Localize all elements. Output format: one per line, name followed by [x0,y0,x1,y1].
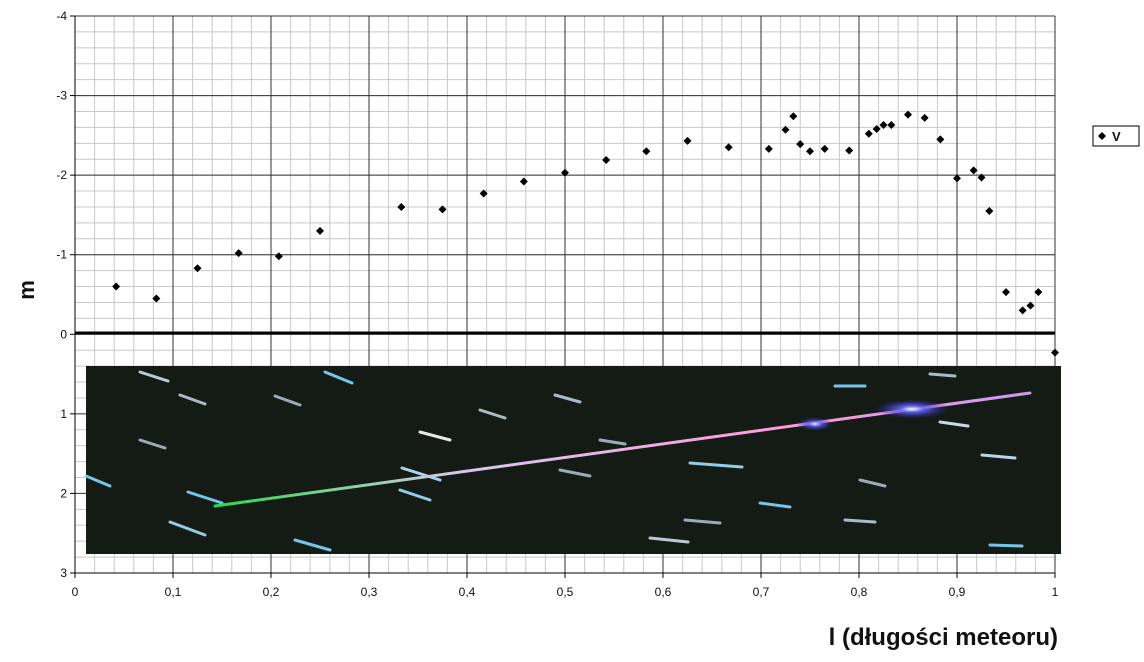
y-tick-label: -4 [56,9,67,23]
data-point [152,294,161,303]
data-point [887,121,896,130]
star-streak [323,370,354,385]
y-tick-label: 0 [60,327,67,341]
data-point [724,143,733,152]
data-point [316,226,324,235]
data-point [864,129,873,138]
data-point [561,168,569,177]
legend-marker [1098,132,1106,140]
star-streaks [84,370,1024,552]
data-point [397,202,406,211]
data-point [438,205,447,214]
meteor-photo [84,366,1061,554]
data-point [904,110,912,119]
data-point [936,135,945,144]
data-point [1051,348,1059,357]
x-tick-label: 0,3 [361,585,378,599]
star-streak [980,453,1017,460]
data-point [764,144,773,153]
data-point [1026,301,1035,310]
x-tick-label: 0,6 [655,585,672,599]
data-point [820,144,829,153]
data-point [920,113,929,122]
data-point [1018,306,1027,315]
data-point [879,121,888,130]
data-point [985,206,994,215]
star-streak [858,478,887,488]
star-streak [84,474,112,488]
x-axis-title: l (długości meteoru) [829,624,1058,651]
data-point [789,112,798,121]
x-tick-label: 0,1 [165,585,182,599]
x-tick-label: 0,4 [459,585,476,599]
star-streak [988,543,1024,548]
x-tick-label: 0,5 [557,585,574,599]
star-streak [558,468,592,478]
y-tick-label: -1 [56,248,67,262]
star-streak [138,370,170,383]
data-point [969,166,978,175]
star-streak [688,461,744,469]
data-point [953,174,961,183]
star-streak [758,501,792,509]
data-point [193,264,202,273]
x-tick-label: 1 [1052,585,1059,599]
y-axis-title: m [14,280,39,300]
data-point [1002,288,1010,297]
star-streak [938,420,970,428]
x-tick-label: 0 [72,585,79,599]
data-point [274,252,283,261]
star-streak [293,538,332,552]
y-tick-label: 1 [60,407,67,421]
y-tick-label: 2 [60,486,67,500]
star-streak [168,520,207,537]
data-point [1034,288,1043,297]
star-streak [273,394,302,407]
star-streak [138,438,167,450]
data-point [806,147,814,156]
data-point [872,124,881,133]
star-streak [553,393,582,404]
data-point [781,125,790,134]
x-tick-label: 0,7 [753,585,770,599]
y-tick-label: 3 [60,566,67,580]
star-streak [843,518,877,524]
data-point [234,249,243,258]
star-streak [186,490,224,505]
star-streak [400,466,442,482]
legend-box [1092,125,1140,147]
data-points [112,110,1059,357]
data-point [683,136,692,145]
legend: V [1092,125,1140,147]
star-streak [598,438,627,446]
star-streak [683,518,722,525]
star-streak [478,408,507,420]
y-tick-label: -3 [56,89,67,103]
data-point [519,177,528,186]
data-point [602,156,611,165]
legend-label: V [1112,129,1121,144]
data-point [642,147,651,156]
data-point [112,282,121,291]
y-tick-labels: -4 -3 -2 -1 0 1 2 3 [56,9,75,580]
star-streak [418,430,452,442]
y-tick-label: -2 [56,168,67,182]
star-streak [398,488,432,502]
star-streak [648,536,690,544]
x-tick-label: 0,8 [851,585,868,599]
star-streak [928,372,957,378]
x-tick-label: 0,9 [949,585,966,599]
data-point [845,146,854,155]
star-streak [178,393,207,406]
x-tick-labels: 0 0,1 0,2 0,3 0,4 0,5 0,6 0,7 0,8 0,9 1 [72,573,1059,599]
data-point [479,189,488,198]
data-point [977,173,986,182]
x-tick-label: 0,2 [263,585,280,599]
data-point [796,140,805,149]
